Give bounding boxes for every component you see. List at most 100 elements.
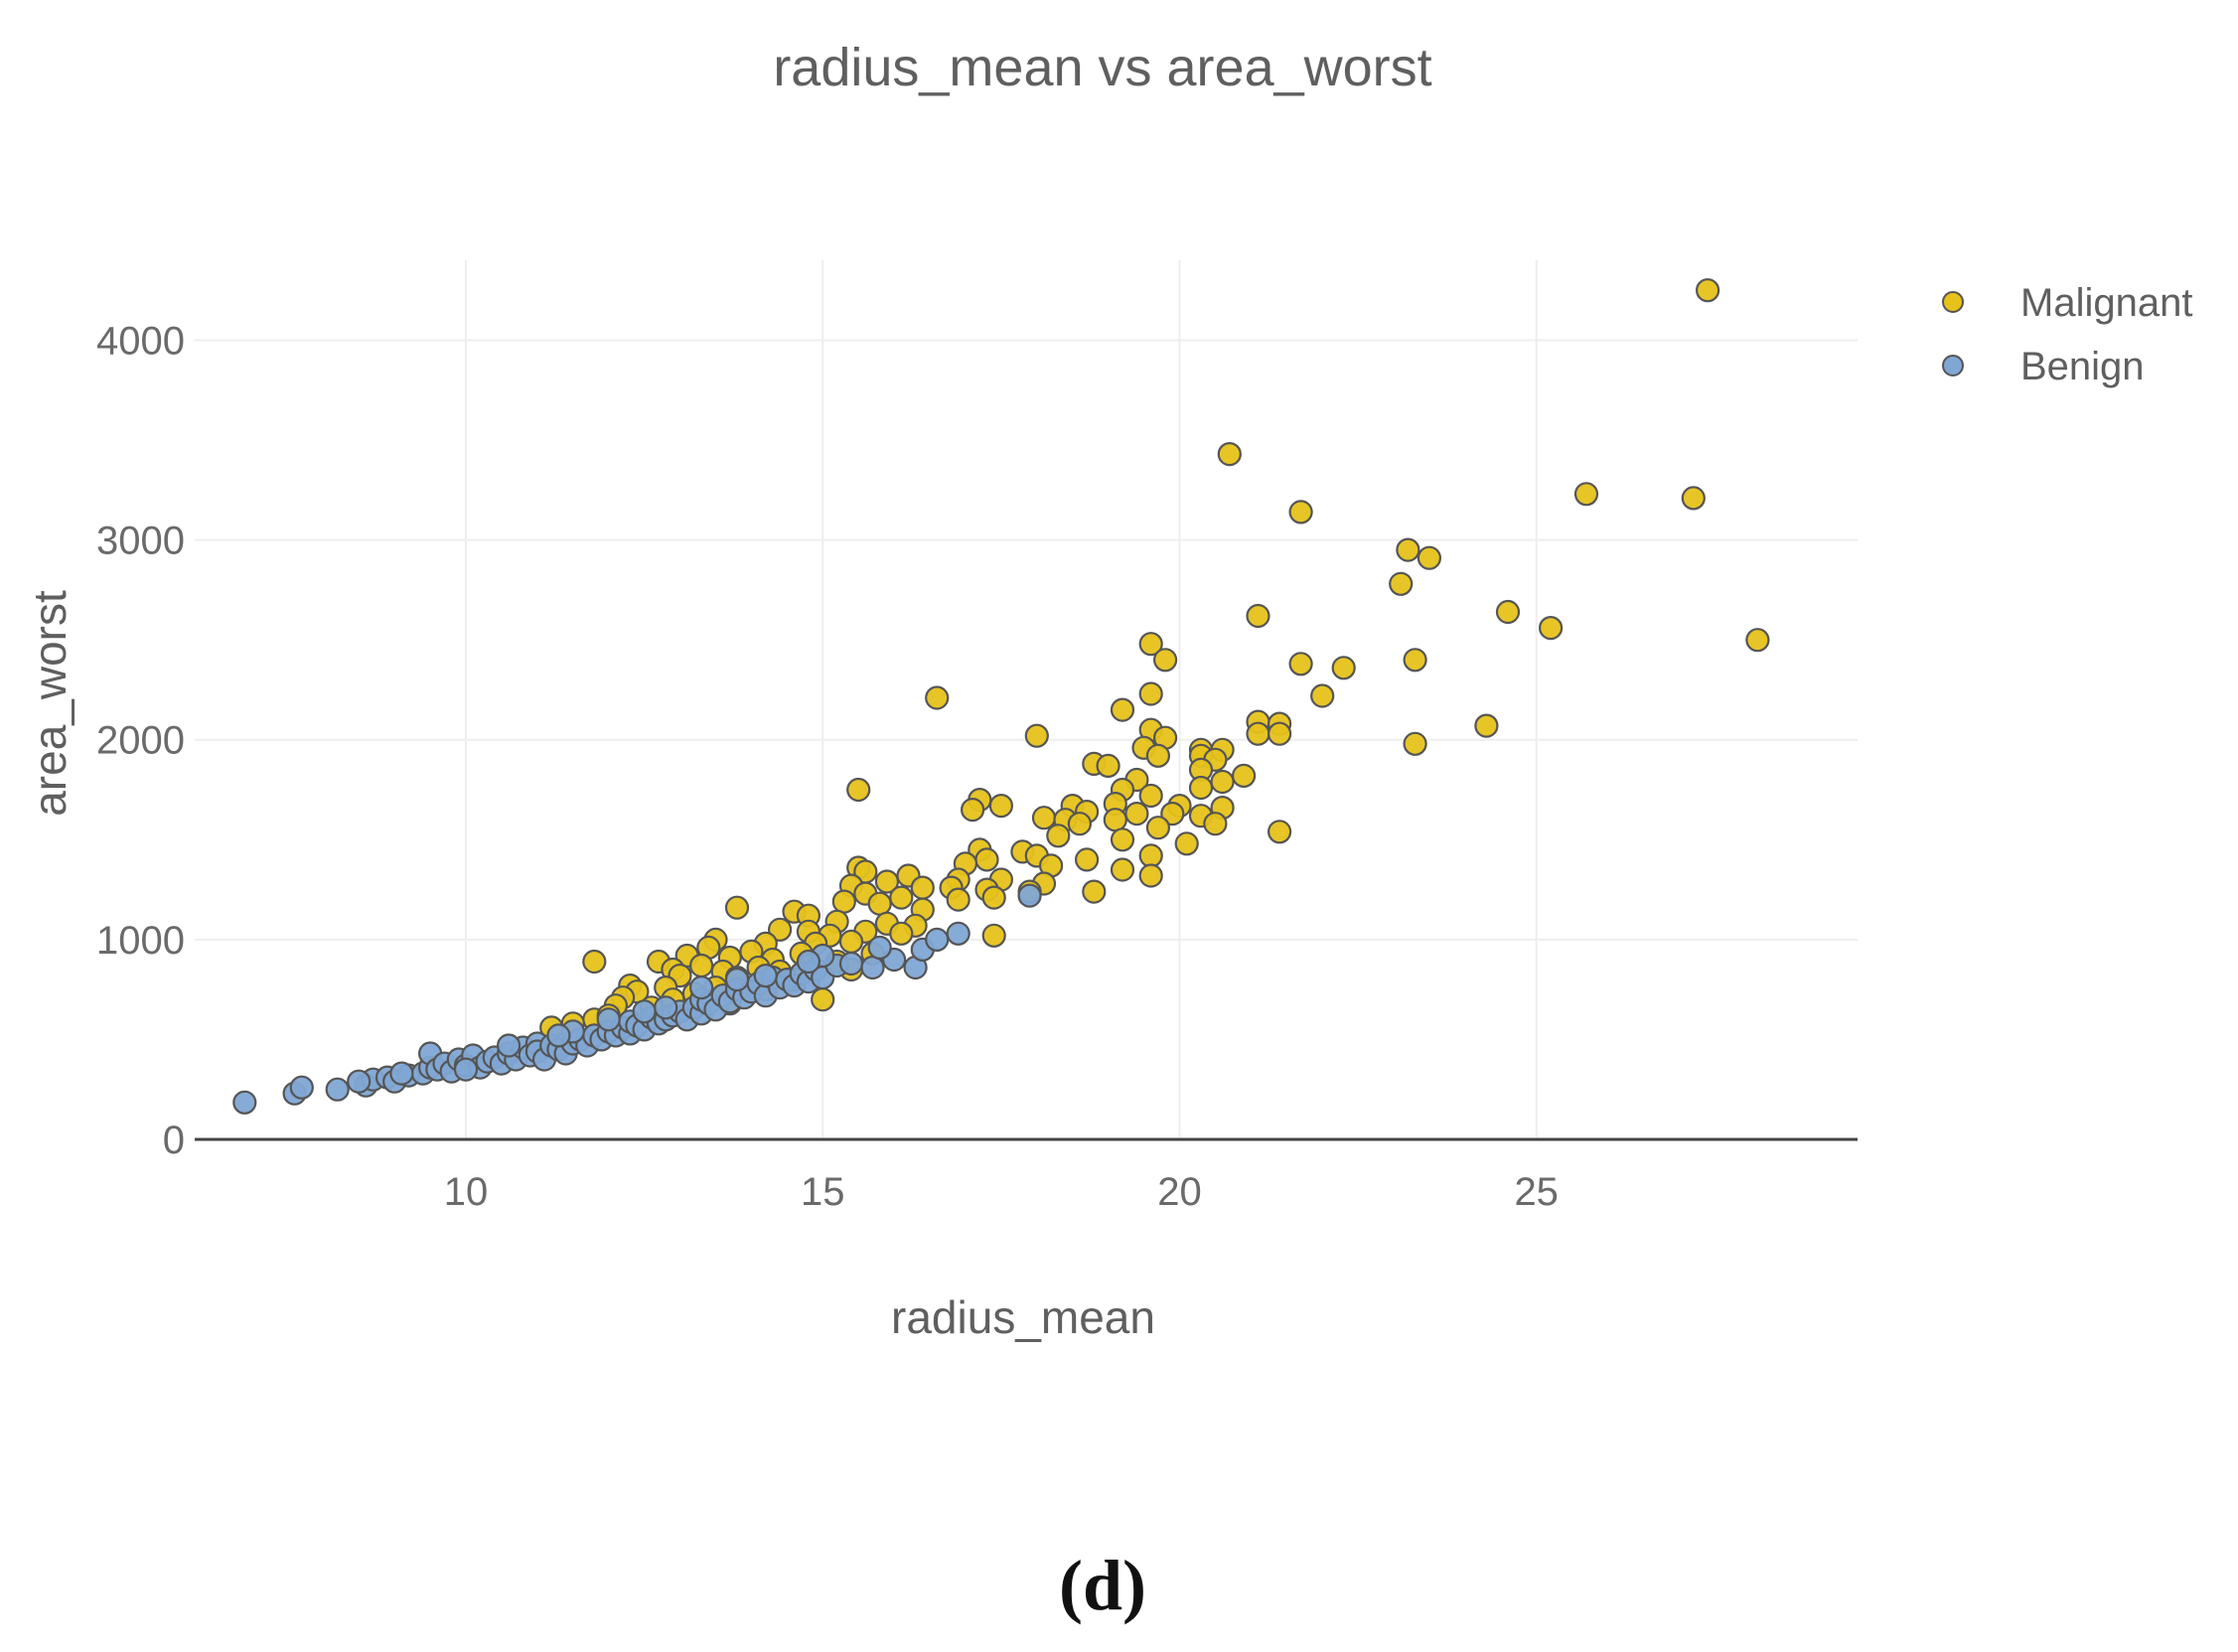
y-tick-label: 1000 — [96, 919, 185, 963]
data-point — [767, 917, 793, 942]
data-point — [1138, 783, 1163, 809]
data-point — [496, 1033, 522, 1058]
data-point — [867, 891, 892, 916]
data-point — [1074, 847, 1100, 872]
data-point — [1246, 603, 1270, 629]
legend-item-malignant[interactable]: Malignant — [1942, 281, 2192, 325]
grid-layer — [195, 260, 1858, 1139]
data-point — [1138, 843, 1163, 868]
data-point — [1152, 648, 1178, 673]
data-point — [1331, 656, 1356, 680]
data-point — [632, 999, 657, 1024]
data-point — [1231, 763, 1257, 789]
data-point — [1096, 753, 1120, 779]
x-axis-title: radius_mean — [891, 1291, 1155, 1343]
data-point — [724, 967, 750, 992]
y-axis-title: area_worst — [24, 590, 75, 817]
data-point — [946, 921, 970, 946]
data-point — [981, 885, 1006, 910]
data-points — [232, 278, 1770, 1115]
data-point — [688, 975, 714, 1000]
data-point — [1145, 743, 1171, 768]
data-point — [1288, 652, 1313, 676]
data-point — [1138, 863, 1163, 888]
data-point — [1695, 278, 1720, 303]
legend-item-benign[interactable]: Benign — [1942, 345, 2145, 388]
data-point — [811, 987, 835, 1012]
data-point — [874, 869, 900, 894]
data-point — [1681, 486, 1706, 511]
legend-marker — [1942, 355, 1964, 376]
x-tick-label: 10 — [444, 1170, 489, 1214]
data-point — [831, 889, 856, 914]
data-point — [946, 887, 970, 912]
data-point — [1110, 857, 1135, 882]
data-point — [389, 1061, 414, 1086]
x-tick-label: 25 — [1514, 1170, 1559, 1214]
series-benign — [232, 883, 1042, 1115]
data-point — [889, 921, 914, 946]
data-point — [1267, 820, 1292, 844]
legend[interactable]: Malignant Benign — [1942, 281, 2192, 388]
data-point — [960, 797, 985, 823]
data-point — [1174, 831, 1199, 856]
data-point — [1495, 599, 1521, 625]
data-point — [838, 951, 864, 976]
data-point — [1538, 615, 1564, 641]
data-point — [1138, 681, 1163, 706]
data-point — [1210, 769, 1235, 795]
data-point — [1017, 883, 1042, 908]
y-tick-label: 2000 — [96, 719, 185, 763]
data-point — [1288, 500, 1313, 525]
data-point — [925, 685, 950, 710]
data-point — [1310, 683, 1335, 708]
data-point — [981, 923, 1006, 948]
data-point — [1203, 812, 1228, 836]
axes: 10 15 20 25 0 1000 2000 3000 4000 — [96, 319, 1858, 1214]
data-point — [1160, 801, 1185, 826]
data-point — [1246, 721, 1270, 746]
data-point — [1217, 442, 1242, 467]
chart-title: radius_mean vs area_worst — [773, 38, 1431, 97]
data-point — [1103, 808, 1127, 832]
series-malignant — [539, 278, 1770, 1040]
data-point — [546, 1023, 571, 1048]
data-point — [347, 1069, 372, 1094]
data-point — [1396, 537, 1420, 562]
data-point — [1267, 721, 1292, 746]
legend-marker — [1942, 291, 1964, 313]
data-point — [1474, 713, 1499, 738]
data-point — [1124, 801, 1149, 826]
data-point — [1745, 628, 1770, 653]
data-point — [1573, 482, 1599, 507]
data-point — [232, 1090, 257, 1115]
data-point — [846, 777, 871, 803]
data-point — [1403, 648, 1427, 673]
data-point — [838, 929, 864, 955]
data-point — [860, 955, 885, 980]
data-point — [1082, 879, 1107, 904]
legend-label: Benign — [2020, 345, 2145, 388]
y-tick-label: 4000 — [96, 319, 185, 363]
data-point — [1024, 723, 1049, 748]
data-point — [1110, 827, 1135, 852]
x-tick-label: 15 — [801, 1170, 845, 1214]
y-tick-label: 3000 — [96, 520, 185, 563]
data-point — [1403, 731, 1427, 756]
y-tick-label: 0 — [163, 1119, 185, 1162]
data-point — [688, 953, 714, 978]
data-point — [1145, 816, 1171, 840]
data-point — [1188, 775, 1214, 801]
data-point — [1389, 571, 1414, 596]
data-point — [796, 949, 821, 975]
data-point — [596, 1007, 621, 1032]
data-point — [925, 927, 950, 953]
x-tick-label: 20 — [1157, 1170, 1202, 1214]
data-point — [1417, 545, 1442, 570]
data-point — [889, 885, 914, 910]
figure-caption: (d) — [1059, 1546, 1146, 1625]
data-point — [974, 847, 999, 872]
data-point — [289, 1075, 314, 1100]
data-point — [1110, 697, 1135, 722]
